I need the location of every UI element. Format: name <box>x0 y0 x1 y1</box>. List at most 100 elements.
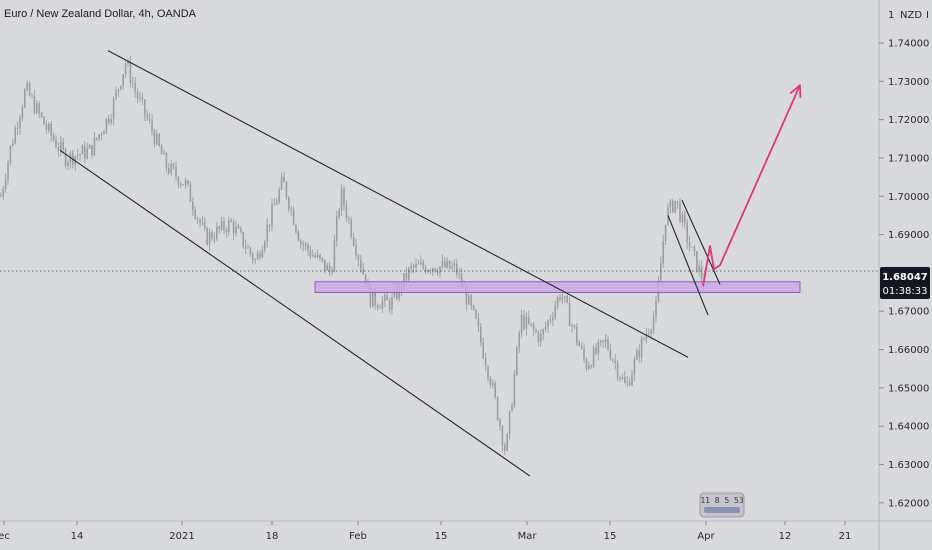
candle <box>484 352 487 372</box>
candle <box>244 239 247 255</box>
candle <box>216 221 218 241</box>
candle <box>36 100 38 115</box>
candle <box>381 295 384 314</box>
candle <box>600 339 602 347</box>
candle <box>160 143 163 155</box>
price-tick-label: 1.67000 <box>888 307 929 318</box>
candle <box>127 58 129 67</box>
candle <box>511 402 513 412</box>
candle <box>331 266 333 275</box>
candle <box>115 86 117 101</box>
candle <box>225 227 228 238</box>
candle <box>698 260 700 277</box>
candle <box>19 114 21 135</box>
candle <box>508 410 511 440</box>
candle <box>376 303 379 311</box>
candle <box>590 364 592 369</box>
price-tick-label: 1.72000 <box>888 115 929 126</box>
candle <box>4 173 7 193</box>
wedge-lower-line[interactable] <box>667 215 709 316</box>
candle <box>556 295 559 310</box>
candle <box>84 141 86 163</box>
price-tick-label: 1.65000 <box>888 383 929 394</box>
candle <box>235 220 237 237</box>
candle <box>360 254 362 273</box>
candle <box>568 297 571 327</box>
price-tick-label: 1.66000 <box>888 345 929 356</box>
candle <box>585 357 588 372</box>
candle <box>436 267 439 276</box>
candle <box>141 93 144 106</box>
price-tick-label: 1.73000 <box>888 77 929 88</box>
candle <box>446 257 448 270</box>
candle <box>60 135 62 157</box>
candle <box>170 159 172 176</box>
candle <box>180 181 182 189</box>
candle <box>230 217 232 223</box>
price-tick-label: 1.74000 <box>888 38 929 49</box>
candle <box>412 263 415 274</box>
candle <box>14 125 16 145</box>
time-tick-label: 2021 <box>169 531 194 542</box>
candle <box>168 163 170 176</box>
candle <box>38 100 40 119</box>
candle <box>691 246 693 248</box>
candle <box>564 296 566 304</box>
candle <box>237 223 240 230</box>
candle <box>609 343 612 361</box>
time-tick-label: Feb <box>349 531 367 542</box>
candle <box>295 223 297 235</box>
candle <box>297 229 300 242</box>
candle <box>201 216 204 226</box>
candle <box>2 185 4 200</box>
candle <box>489 375 492 389</box>
candle <box>537 330 540 347</box>
price-axis[interactable]: 1.74000 1.73000 1.72000 1.71000 1.70000 1.690… <box>879 38 929 509</box>
support-zone[interactable] <box>314 281 801 293</box>
candle <box>583 343 585 363</box>
candle <box>31 93 33 99</box>
candle <box>81 144 84 155</box>
wedge-upper-line[interactable] <box>681 199 721 285</box>
current-price: 1.68047 <box>882 272 928 283</box>
candle <box>588 361 590 370</box>
candle <box>628 377 631 387</box>
current-price-badge[interactable]: 1.68047 01:38:33 <box>880 267 930 299</box>
candle <box>132 76 134 89</box>
candle <box>144 99 146 122</box>
candle <box>652 311 655 335</box>
candle <box>499 417 501 431</box>
candle <box>633 356 636 382</box>
candle <box>441 254 444 270</box>
price-tick-label: 1.70000 <box>888 192 929 203</box>
candle <box>343 185 345 211</box>
candle <box>232 219 235 240</box>
upper-channel-line[interactable] <box>107 50 689 358</box>
lower-channel-line[interactable] <box>59 149 531 477</box>
candle <box>566 295 568 304</box>
candle <box>662 234 664 268</box>
candle <box>218 225 220 234</box>
candle <box>573 324 576 330</box>
candle <box>475 308 477 320</box>
candle <box>523 310 525 331</box>
candle <box>571 323 573 333</box>
projection-path[interactable] <box>702 84 801 287</box>
currency-label[interactable]: 1 NZD I <box>888 10 929 21</box>
candle <box>501 425 504 452</box>
candle <box>487 365 489 383</box>
candle <box>621 373 624 381</box>
candle <box>456 259 458 279</box>
candle <box>328 262 331 276</box>
candle <box>189 181 192 203</box>
candle <box>285 181 288 200</box>
candles-layer <box>0 55 705 456</box>
tradingview-watermark: 11 8 5 53 <box>699 492 745 518</box>
candle <box>240 226 242 234</box>
candle <box>530 323 532 327</box>
time-axis[interactable]: ec 14 2021 18 Feb 15 Mar 15 Apr 12 21 <box>0 521 851 542</box>
candle <box>518 330 520 353</box>
candle <box>247 243 249 249</box>
